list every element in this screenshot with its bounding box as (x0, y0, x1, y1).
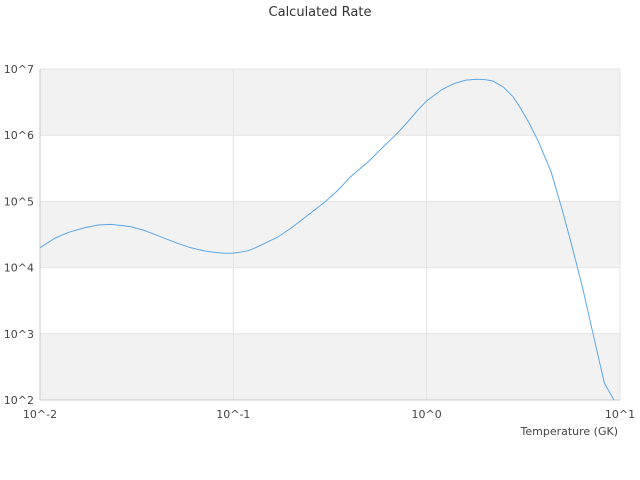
series-line-1 (39, 78, 615, 401)
grid-layer (39, 68, 621, 401)
grid-band (40, 69, 620, 136)
x-tick-label: 10^-1 (216, 408, 250, 421)
y-tick-label: 10^7 (4, 63, 34, 76)
x-tick-label: 10^0 (412, 408, 442, 421)
y-tick-label: 10^5 (4, 195, 34, 208)
series-layer (39, 78, 615, 401)
axis-layer (39, 69, 620, 401)
x-tick-label: 10^-2 (23, 408, 57, 421)
chart-title: Calculated Rate (269, 5, 372, 20)
x-axis-label: Temperature (GK) (520, 425, 619, 438)
grid-band (40, 201, 620, 268)
y-tick-label: 10^3 (4, 328, 34, 341)
y-tick-label: 10^4 (4, 262, 34, 275)
x-tick-label: 10^1 (605, 408, 635, 421)
y-tick-label: 10^2 (4, 394, 34, 407)
y-tick-label: 10^6 (4, 129, 34, 142)
grid-band (40, 333, 620, 400)
tick-layer: 10^2 10^3 10^4 10^5 10^6 10^7 10^-2 10^-1 10^0 10… (4, 63, 635, 421)
